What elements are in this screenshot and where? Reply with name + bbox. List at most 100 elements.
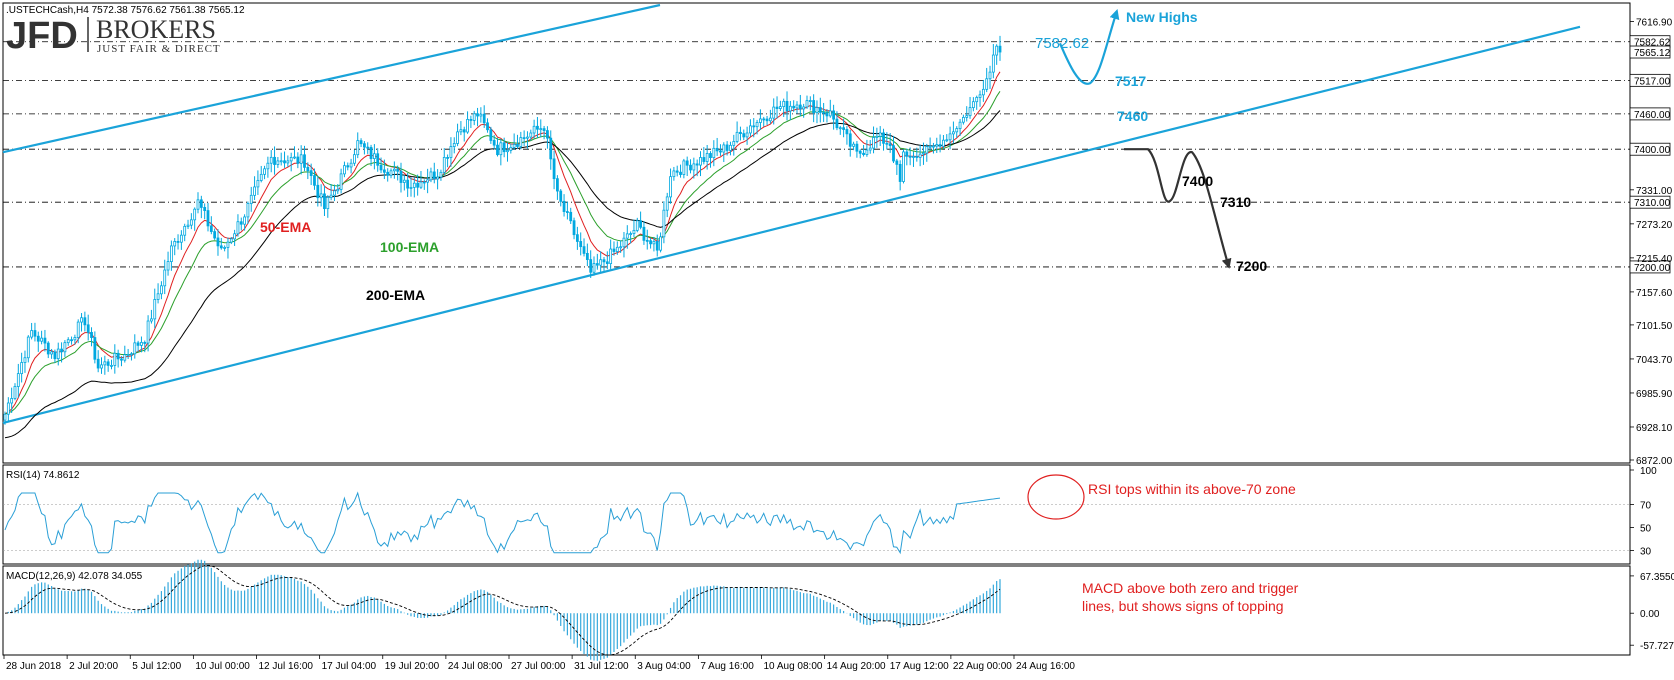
price-tick-label: 7157.60 — [1636, 288, 1673, 299]
candle — [635, 217, 639, 233]
candle — [958, 118, 962, 136]
candle — [399, 162, 403, 193]
annotation-7400: 7400 — [1182, 173, 1213, 189]
candle — [452, 137, 456, 154]
candle — [602, 257, 606, 271]
candle — [76, 319, 80, 344]
candle — [246, 201, 250, 225]
candle — [928, 137, 932, 151]
candle — [755, 119, 759, 135]
candle — [918, 144, 922, 167]
level-price-box: 7460.00 — [1629, 107, 1671, 121]
time-tick-label: 14 Aug 20:00 — [827, 661, 886, 672]
time-tick-label: 3 Aug 04:00 — [637, 661, 691, 672]
candle — [216, 229, 220, 256]
candle — [922, 142, 925, 165]
candle — [306, 162, 310, 180]
time-tick-label: 10 Jul 00:00 — [195, 661, 250, 672]
candle — [486, 118, 489, 133]
time-tick-label: 7 Aug 16:00 — [700, 661, 754, 672]
projection-up-arrow — [1058, 9, 1120, 85]
candle — [239, 217, 243, 231]
candle — [968, 96, 972, 119]
price-tick-label: 7616.90 — [1636, 18, 1673, 29]
candle — [469, 115, 473, 129]
candle — [13, 383, 17, 401]
candle — [872, 126, 875, 154]
level-price-label: 7517.00 — [1634, 76, 1671, 87]
candle — [569, 207, 573, 224]
rsi-panel-frame — [2, 464, 1631, 565]
rsi-tick-label: 30 — [1640, 547, 1652, 558]
candle — [123, 345, 127, 363]
candle — [905, 148, 909, 166]
candle — [206, 202, 210, 232]
candle — [762, 116, 766, 127]
candle — [858, 149, 862, 159]
candle — [865, 139, 869, 157]
candle — [359, 138, 363, 147]
time-tick-label: 24 Jul 08:00 — [448, 661, 503, 672]
annotation-7582: 7582.62 — [1035, 35, 1089, 52]
candle — [126, 348, 130, 360]
time-tick-label: 24 Aug 16:00 — [1016, 661, 1075, 672]
candle — [749, 119, 752, 137]
macd-panel-frame — [2, 565, 1631, 656]
candle — [286, 155, 290, 168]
level-price-label: 7310.00 — [1634, 198, 1671, 209]
candle — [712, 140, 716, 167]
candle — [80, 313, 83, 332]
candle — [73, 334, 77, 345]
candle — [529, 129, 533, 141]
candle — [965, 106, 969, 122]
candle — [166, 251, 170, 276]
candle — [186, 219, 190, 229]
level-price-box: 7200.00 — [1629, 260, 1671, 274]
candle — [266, 156, 270, 178]
candle — [595, 253, 599, 270]
candle — [542, 125, 546, 140]
candle — [868, 140, 872, 154]
candle — [60, 342, 63, 363]
candle — [672, 166, 676, 181]
candle — [848, 129, 852, 157]
candle — [349, 158, 353, 174]
candle — [792, 100, 796, 112]
candle — [948, 126, 952, 150]
candle — [432, 162, 436, 184]
candle — [585, 243, 589, 267]
candle — [482, 105, 486, 128]
candle — [143, 340, 147, 353]
candle — [293, 146, 296, 160]
candle — [942, 134, 945, 149]
candle — [562, 194, 566, 217]
candle — [778, 100, 782, 111]
candle — [150, 309, 153, 324]
level-price-label: 7400.00 — [1634, 145, 1671, 156]
candle — [10, 387, 14, 413]
candle — [163, 259, 167, 295]
candle — [43, 329, 47, 352]
price-tick-label: 7331.00 — [1636, 186, 1673, 197]
macd-tick-label: 0.00 — [1640, 609, 1660, 620]
candle — [416, 174, 420, 196]
candle — [805, 95, 809, 109]
candle — [798, 94, 802, 117]
candle — [878, 126, 882, 147]
candle — [632, 219, 636, 237]
candle — [729, 141, 732, 156]
candle — [459, 121, 463, 136]
candle — [313, 168, 316, 190]
candle — [649, 238, 652, 249]
candle — [975, 95, 979, 110]
candle — [100, 357, 103, 374]
candle — [492, 134, 496, 150]
candle — [3, 411, 7, 425]
candle — [639, 211, 642, 230]
candle — [971, 97, 975, 112]
candle — [675, 165, 679, 177]
time-tick-label: 19 Jul 20:00 — [385, 661, 440, 672]
macd-tick-label: 67.3550 — [1640, 572, 1674, 583]
candle — [642, 221, 646, 245]
